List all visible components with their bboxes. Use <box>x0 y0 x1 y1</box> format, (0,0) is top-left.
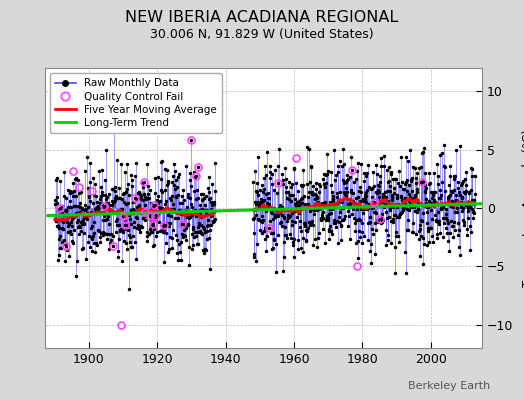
Text: NEW IBERIA ACADIANA REGIONAL: NEW IBERIA ACADIANA REGIONAL <box>125 10 399 25</box>
Text: Berkeley Earth: Berkeley Earth <box>408 381 490 391</box>
Y-axis label: Temperature Anomaly (°C): Temperature Anomaly (°C) <box>522 129 524 287</box>
Legend: Raw Monthly Data, Quality Control Fail, Five Year Moving Average, Long-Term Tren: Raw Monthly Data, Quality Control Fail, … <box>50 73 222 133</box>
Text: 30.006 N, 91.829 W (United States): 30.006 N, 91.829 W (United States) <box>150 28 374 41</box>
